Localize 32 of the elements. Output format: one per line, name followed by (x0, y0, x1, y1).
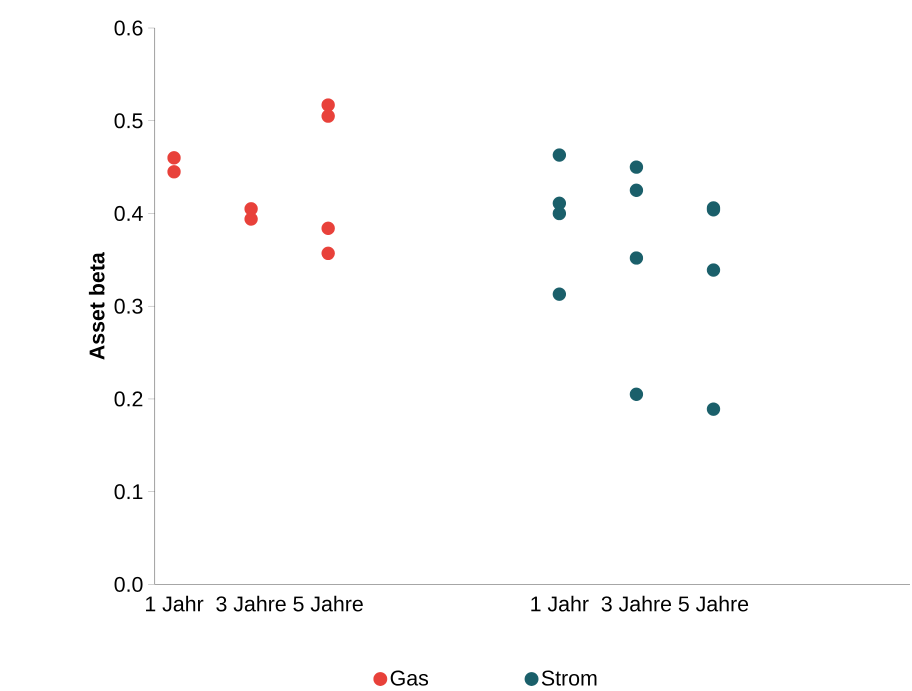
point (321, 246, 335, 260)
point (167, 164, 181, 178)
y-tick-label: 0.3 (114, 298, 142, 314)
legend-label: Strom (542, 670, 596, 686)
y-tick-label: 0.4 (114, 206, 143, 221)
point (630, 160, 644, 174)
point (552, 206, 566, 220)
point (630, 388, 644, 401)
legend-label: Gas (390, 670, 428, 686)
point (321, 98, 335, 112)
x-tick-label: 1 Jahr (531, 596, 589, 612)
x-tick-label: 5 Jahre (678, 596, 748, 612)
x-tick-label: 3 Jahre (602, 596, 672, 612)
x-tick-label: 5 Jahre (293, 596, 363, 612)
y-tick-label: 0.0 (114, 576, 143, 592)
y-tick-label: 0.6 (114, 20, 142, 36)
point (321, 109, 335, 123)
point (706, 402, 720, 416)
point (552, 148, 566, 162)
x-tick-label: 3 Jahre (216, 596, 286, 612)
y-axis-title: Asset beta (88, 252, 105, 360)
point (630, 251, 644, 265)
y-tick-label: 0.2 (114, 391, 142, 406)
point (706, 263, 720, 277)
point (244, 212, 258, 226)
point (321, 222, 335, 235)
point (630, 184, 644, 197)
y-tick-label: 0.5 (114, 113, 142, 128)
point (167, 151, 181, 164)
y-tick-label: 0.1 (114, 484, 142, 500)
point (552, 287, 566, 301)
x-tick-label: 1 Jahr (146, 596, 204, 612)
